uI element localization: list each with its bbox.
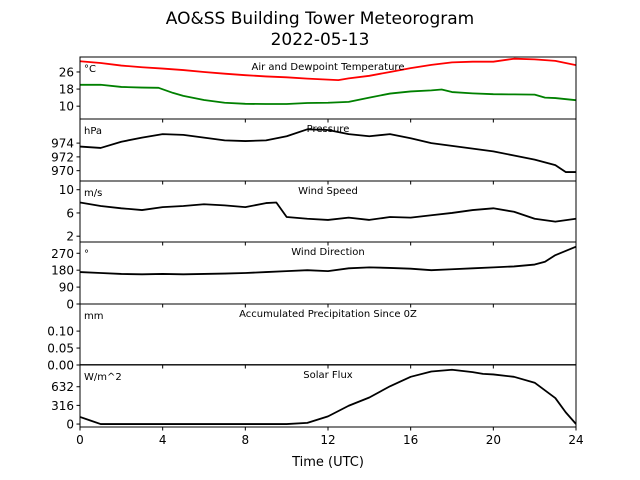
panel-5-title: Solar Flux (303, 370, 353, 381)
x-tick-label-6: 24 (568, 433, 583, 447)
panel-0-y-tick-label-0: 10 (59, 100, 74, 114)
panel-2-title: Wind Speed (298, 186, 358, 197)
panel-1-series-0-line (80, 128, 576, 173)
x-tick-label-5: 20 (486, 433, 501, 447)
panel-0-y-tick-label-1: 18 (59, 83, 74, 97)
panel-3-series-0-line (80, 245, 576, 276)
x-tick-label-0: 0 (76, 433, 84, 447)
x-tick-label-2: 8 (242, 433, 250, 447)
panel-5-series-0-line (80, 368, 576, 425)
panel-5-unit-label: W/m^2 (84, 372, 122, 383)
x-tick-label-1: 4 (159, 433, 167, 447)
panel-3-unit-label: ° (84, 249, 89, 260)
panel-0-y-tick-label-2: 26 (59, 65, 74, 79)
panel-2-series-0-line (80, 201, 576, 223)
panel-3-y-tick-label-1: 90 (59, 281, 74, 295)
panel-5-y-tick-label-0: 0 (66, 418, 74, 432)
x-tick-label-3: 12 (320, 433, 335, 447)
panel-4-unit-label: mm (84, 311, 103, 322)
panel-3-y-tick-label-0: 0 (66, 298, 74, 312)
x-axis-label: Time (UTC) (291, 455, 364, 470)
panel-1-unit-label: hPa (84, 126, 102, 137)
panel-4: 0.00 0.05 0.10 Accumulated Precipitation Si… (47, 303, 577, 373)
panel-1-title: Pressure (307, 124, 350, 135)
panel-0-title: Air and Dewpoint Temperature (252, 62, 405, 73)
panel-2-y-tick-label-1: 6 (66, 206, 74, 220)
panel-3: 0 90 180 270 Wind Direction ° (51, 241, 577, 312)
panel-5-y-tick-label-2: 632 (51, 380, 74, 394)
panel-4-y-tick-label-1: 0.05 (47, 342, 74, 356)
panel-2-y-tick-label-2: 10 (59, 183, 74, 197)
chart-title: AO&SS Building Tower Meteorogram (166, 9, 474, 29)
panel-3-title: Wind Direction (291, 247, 365, 258)
x-axis: 0 4 8 12 16 20 24 (76, 433, 583, 447)
panel-1-y-tick-label-1: 972 (51, 150, 74, 164)
panel-4-title: Accumulated Precipitation Since 0Z (239, 309, 417, 320)
panel-0: 10 18 26 Air and Dewpoint Temperature °C (59, 56, 577, 123)
panel-3-y-tick-label-3: 270 (51, 247, 74, 261)
chart-subtitle: 2022-05-13 (271, 30, 370, 50)
panel-4-y-tick-label-2: 0.10 (47, 325, 74, 339)
panel-1-y-tick-label-0: 970 (51, 164, 74, 178)
panel-5: 0 316 632 Solar Flux W/m^2 (51, 364, 577, 432)
panel-0-series-1-line (80, 83, 576, 105)
panel-5-y-tick-label-1: 316 (51, 399, 74, 413)
panel-1-y-tick-label-2: 974 (51, 137, 74, 151)
panel-4-y-tick-label-0: 0.00 (47, 359, 74, 373)
panel-3-y-tick-label-2: 180 (51, 264, 74, 278)
x-tick-label-4: 16 (403, 433, 418, 447)
panel-2-y-tick-label-0: 2 (66, 230, 74, 244)
panel-2-unit-label: m/s (84, 188, 102, 199)
panel-0-series-0-line (80, 57, 576, 81)
panel-0-unit-label: °C (84, 64, 96, 75)
panel-2: 2 6 10 Wind Speed m/s (59, 180, 577, 246)
